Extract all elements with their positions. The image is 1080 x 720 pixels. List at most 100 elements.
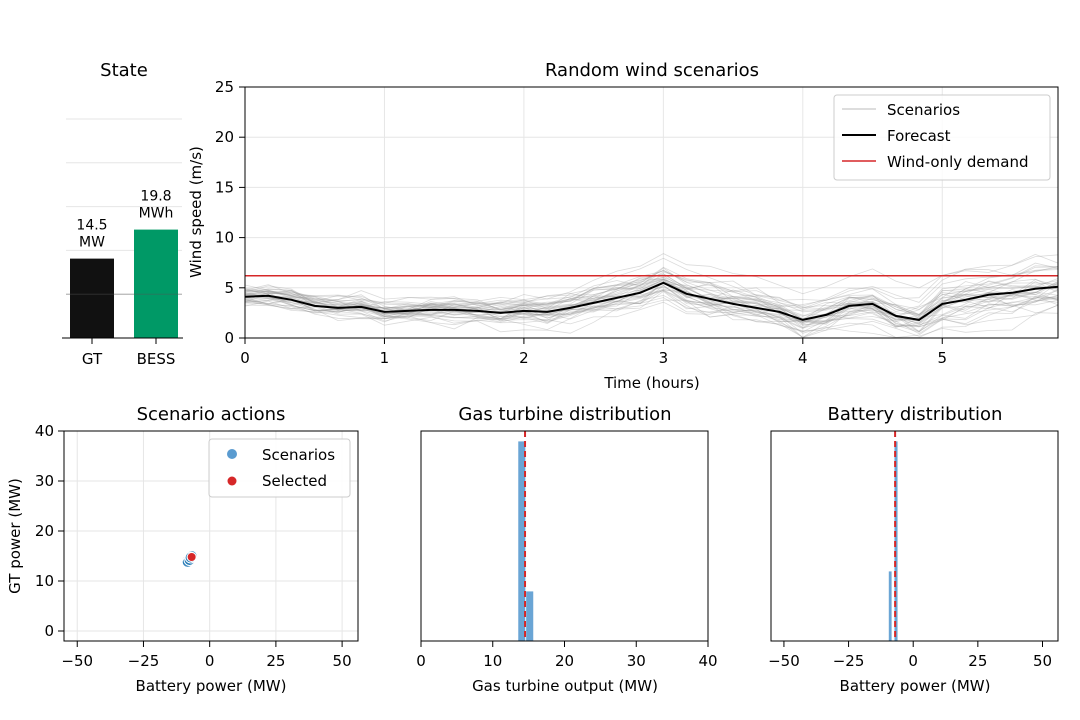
wind-scenario-line	[244, 253, 1059, 309]
wind-ytick-label: 0	[224, 329, 234, 347]
actions-ytick-label: 0	[44, 622, 54, 640]
wind-xtick-label: 1	[380, 349, 390, 367]
wind-legend: Scenarios Forecast Wind-only demand	[833, 94, 1051, 181]
wind-xtick-label: 4	[798, 349, 808, 367]
gt-hist-xtick-label: 30	[627, 652, 646, 670]
wind-scenario-line	[244, 253, 1059, 311]
bess-hist-bars	[887, 431, 899, 642]
gt-hist-xlabel: Gas turbine output (MW)	[472, 677, 658, 695]
bess-hist-ticks: −50 −25 0 25 50	[768, 641, 1052, 670]
wind-scenario-line	[244, 282, 1059, 329]
wind-scenario-line	[244, 280, 1059, 335]
actions-legend: Scenarios Selected	[208, 438, 351, 498]
actions-xtick-label: −25	[128, 652, 160, 670]
wind-scenario-line	[244, 281, 1059, 321]
actions-xtick-label: 25	[266, 652, 285, 670]
wind-scenario-line	[244, 285, 1059, 323]
wind-scenario-line	[244, 290, 1059, 334]
gt-hist-ticks: 0 10 20 30 40	[416, 641, 718, 670]
gt-hist-bin	[525, 590, 535, 642]
bess-hist-xtick-label: 50	[1033, 652, 1052, 670]
gt-hist-panel: Gas turbine distribution 0 10 20 30 40 Gas t…	[416, 404, 717, 695]
actions-title: Scenario actions	[137, 404, 286, 425]
wind-ytick-label: 15	[215, 178, 234, 196]
bess-hist-xtick-label: 25	[968, 652, 987, 670]
bess-hist-panel: Battery distribution −50 −25 0 25 50 Battery…	[768, 404, 1059, 695]
wind-xtick-label: 5	[937, 349, 947, 367]
wind-scenario-line	[244, 289, 1059, 328]
legend-scenarios-label: Scenarios	[887, 101, 960, 119]
gt-hist-xtick-label: 20	[555, 652, 574, 670]
wind-panel: Random wind scenarios 0 1 2 3 4 5 0 5 10 15 20 25 T…	[187, 60, 1059, 392]
actions-ylabel: GT power (MW)	[6, 478, 24, 594]
bess-hist-bin	[887, 570, 893, 642]
actions-xtick-label: 50	[333, 652, 352, 670]
wind-ytick-label: 10	[215, 229, 234, 247]
wind-ytick-label: 5	[224, 279, 234, 297]
wind-scenario-line	[244, 266, 1059, 325]
wind-ylabel: Wind speed (m/s)	[187, 146, 205, 278]
actions-legend-box	[208, 438, 351, 498]
actions-ytick-label: 20	[35, 522, 54, 540]
wind-scenario-line	[244, 290, 1059, 331]
actions-ytick-label: 40	[35, 422, 54, 440]
state-unit-label: MWh	[139, 206, 174, 222]
gt-hist-xtick-label: 10	[483, 652, 502, 670]
bess-hist-frame	[770, 430, 1059, 642]
actions-legend-scenarios: Scenarios	[262, 446, 335, 464]
wind-scenario-line	[244, 286, 1059, 338]
state-bars	[66, 229, 182, 338]
wind-scenario-line	[244, 281, 1059, 319]
state-bar-gt	[70, 258, 114, 338]
state-category-label: BESS	[137, 350, 176, 368]
wind-scenario-line	[244, 270, 1059, 324]
state-unit-label: MW	[79, 235, 105, 251]
wind-scenario-line	[244, 277, 1059, 324]
actions-legend-selected: Selected	[262, 472, 327, 490]
bess-hist-xtick-label: −50	[768, 652, 800, 670]
gt-hist-xtick-label: 40	[698, 652, 717, 670]
actions-panel: Scenario actions −50 −25 0 25 50 0 10 20 30 40 Ba…	[6, 404, 359, 695]
selected-point	[186, 552, 197, 562]
gt-hist-frame	[420, 430, 709, 642]
wind-xlabel: Time (hours)	[603, 374, 699, 392]
wind-scenario-lines	[244, 253, 1059, 338]
actions-xlabel: Battery power (MW)	[136, 677, 287, 695]
gt-hist-xtick-label: 0	[416, 652, 426, 670]
wind-xtick-label: 0	[240, 349, 250, 367]
wind-frame	[244, 86, 1059, 339]
wind-xtick-label: 3	[659, 349, 669, 367]
wind-ytick-label: 20	[215, 128, 234, 146]
bess-hist-xlabel: Battery power (MW)	[840, 677, 991, 695]
wind-scenario-line	[244, 283, 1059, 334]
state-title: State	[100, 60, 148, 81]
wind-scenario-line	[244, 282, 1059, 324]
bess-hist-xtick-label: −25	[833, 652, 865, 670]
gt-hist-title: Gas turbine distribution	[458, 404, 671, 425]
state-value-label: 14.5	[76, 218, 107, 234]
wind-scenario-line	[244, 289, 1059, 328]
state-value-label: 19.8	[140, 189, 171, 205]
gt-hist-bars	[517, 431, 535, 642]
wind-title: Random wind scenarios	[545, 60, 759, 81]
wind-scenario-line	[244, 273, 1059, 327]
wind-forecast-group	[244, 281, 1059, 321]
wind-scenario-line	[244, 257, 1059, 333]
wind-scenario-line	[244, 276, 1059, 332]
actions-xtick-label: −50	[61, 652, 93, 670]
bess-hist-title: Battery distribution	[828, 404, 1003, 425]
state-category-label: GT	[82, 350, 103, 368]
state-bar-bess	[134, 229, 178, 338]
actions-ticks: −50 −25 0 25 50 0 10 20 30 40	[35, 422, 352, 670]
actions-points	[181, 550, 198, 568]
wind-forecast-line	[244, 281, 1059, 321]
wind-ticks: 0 1 2 3 4 5 0 5 10 15 20 25	[215, 78, 947, 367]
wind-legend-box	[833, 94, 1051, 181]
wind-scenario-line	[244, 285, 1059, 338]
actions-ytick-label: 10	[35, 572, 54, 590]
actions-ytick-label: 30	[35, 472, 54, 490]
wind-xtick-label: 2	[519, 349, 529, 367]
